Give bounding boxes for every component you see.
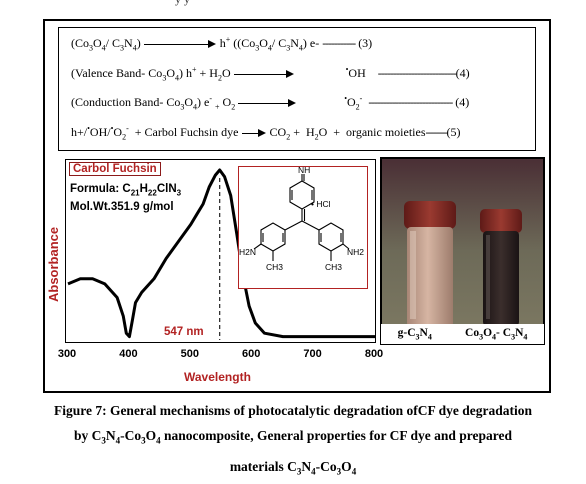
x-tick-label: 600 — [242, 348, 261, 360]
dye-molecular-weight: Mol.Wt.351.9 g/mol — [70, 201, 174, 213]
dye-name-label: Carbol Fuchsin — [69, 162, 161, 176]
structure-methyl-right-label: CH3 — [325, 262, 342, 272]
y-axis-label: Absorbance — [46, 226, 61, 302]
vials-photo-illustration — [382, 159, 543, 343]
structure-amine-left-label: H2N — [239, 247, 256, 257]
photo-label-co3o4-c3n4: Co3O4- C3N4 — [465, 326, 528, 342]
x-tick-label: 500 — [180, 348, 199, 360]
x-tick-label: 400 — [119, 348, 138, 360]
photo-label-gc3n4: g-C3N4 — [397, 326, 432, 342]
x-axis-label: Wavelength — [184, 370, 251, 384]
cropped-previous-text: y y — [0, 0, 586, 12]
equation-4b: (Conduction Band- Co3O4) e- + O2 •O2- --… — [71, 94, 470, 112]
structure-salt-label: • HCl — [311, 199, 331, 209]
reaction-arrow-icon — [143, 40, 216, 47]
chemical-structure-box: NH • HCl H2N CH3 NH2 CH3 — [238, 165, 368, 289]
photo-sample-labels: g-C3N4 Co3O4- C3N4 — [381, 324, 544, 344]
reaction-arrow-icon — [238, 99, 297, 106]
reaction-arrow-icon — [233, 70, 294, 77]
structure-amine-right-label: NH2 — [347, 247, 364, 257]
structure-methyl-left-label: CH3 — [266, 262, 283, 272]
x-tick-label: 800 — [364, 348, 384, 360]
caption-line-2: by C3N4-Co3O4 nanocomposite, General pro… — [73, 428, 513, 446]
sample-vials-photo — [380, 157, 545, 345]
carbol-fuchsin-structure-icon: NH • HCl H2N CH3 NH2 CH3 — [239, 165, 364, 272]
x-tick-label: 300 — [57, 348, 77, 360]
caption-line-3: materials C3N4-Co3O4 — [229, 458, 357, 477]
figure-caption: Figure 7: General mechanisms of photocat… — [0, 398, 586, 484]
equations-box: (Co3O4/ C3N4) h+ ((Co3O4/ C3N4) e- -----… — [58, 27, 536, 151]
equation-5: h+/•OH/•O2- + Carbol Fuchsin dye CO2 + H… — [71, 124, 461, 142]
x-tick-label: 700 — [303, 348, 322, 360]
peak-annotation-label: 547 nm — [164, 326, 204, 338]
equation-4a: (Valence Band- Co3O4) h+ + H2O •OH -----… — [71, 65, 470, 83]
structure-imine-label: NH — [298, 167, 310, 175]
reaction-arrow-icon — [241, 129, 266, 136]
equation-3: (Co3O4/ C3N4) h+ ((Co3O4/ C3N4) e- -----… — [71, 35, 373, 53]
dye-formula: Formula: C21H22ClN3 — [70, 183, 182, 198]
caption-line-1: Figure 7: General mechanisms of photocat… — [53, 403, 533, 418]
absorbance-series-line — [67, 168, 375, 339]
absorbance-chart — [67, 168, 375, 340]
